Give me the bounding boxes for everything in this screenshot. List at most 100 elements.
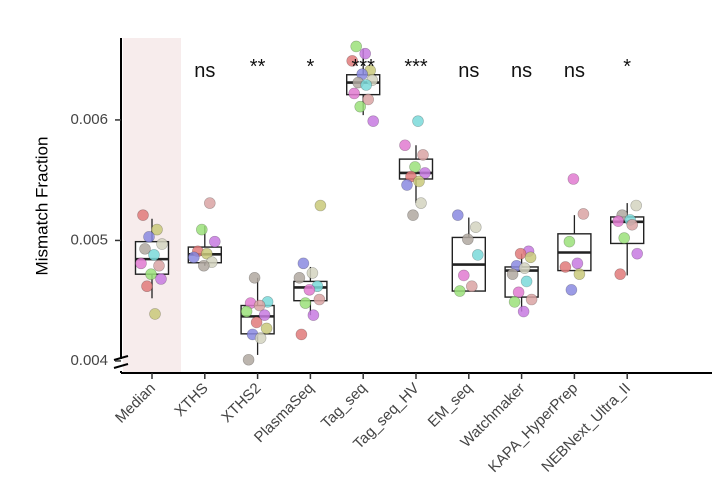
- data-point: [151, 223, 163, 236]
- data-point: [258, 309, 271, 321]
- data-point: [155, 273, 167, 285]
- data-point: [471, 249, 484, 261]
- data-point: [240, 305, 253, 318]
- data-point: [461, 233, 474, 246]
- data-point: [571, 257, 584, 270]
- data-point: [149, 308, 161, 320]
- data-point: [354, 100, 367, 113]
- significance-label: *: [623, 56, 631, 78]
- data-point: [567, 173, 580, 185]
- data-point: [518, 262, 531, 274]
- data-point: [359, 47, 372, 60]
- data-point: [612, 215, 625, 227]
- data-point: [314, 199, 327, 212]
- data-point: [626, 218, 639, 231]
- data-point: [614, 268, 627, 280]
- significance-label: **: [250, 56, 266, 78]
- y-tick-label: 0.004: [70, 352, 108, 369]
- data-point: [415, 197, 427, 209]
- y-tick-label: 0.006: [70, 111, 108, 128]
- data-point: [313, 293, 326, 306]
- significance-label: ns: [564, 60, 585, 82]
- data-point: [135, 257, 147, 270]
- data-point: [573, 268, 586, 280]
- data-point: [409, 161, 421, 173]
- data-point: [399, 139, 411, 152]
- data-point: [209, 235, 221, 248]
- y-tick-label: 0.005: [70, 231, 108, 248]
- data-point: [137, 209, 149, 221]
- data-point: [367, 115, 380, 127]
- data-point: [631, 247, 644, 260]
- significance-labels: ns ** * *** *** ns ns ns *: [194, 56, 631, 82]
- data-point: [618, 232, 631, 244]
- median-highlight-band: [123, 38, 181, 373]
- data-point: [401, 179, 413, 191]
- data-point: [469, 221, 482, 233]
- data-point: [196, 223, 208, 236]
- significance-label: ***: [352, 56, 376, 78]
- data-point: [465, 280, 478, 293]
- data-point: [457, 269, 470, 282]
- data-point: [419, 167, 431, 179]
- data-point: [577, 208, 590, 220]
- data-point: [453, 285, 466, 297]
- data-point: [242, 353, 255, 366]
- data-point: [417, 149, 429, 161]
- data-point: [362, 93, 375, 106]
- data-point: [307, 309, 320, 321]
- y-ticks: 0.004 0.005 0.006: [70, 111, 121, 369]
- data-point: [295, 328, 308, 341]
- data-point: [512, 286, 525, 299]
- data-point: [201, 247, 213, 260]
- data-point: [145, 268, 157, 280]
- points-layer: [135, 40, 644, 366]
- data-point: [153, 259, 165, 272]
- data-point: [188, 251, 200, 264]
- significance-label: ***: [404, 56, 428, 78]
- data-point: [260, 322, 273, 335]
- data-point: [306, 267, 319, 279]
- data-point: [303, 284, 316, 296]
- data-point: [139, 243, 151, 255]
- data-point: [299, 297, 312, 309]
- data-point: [348, 87, 361, 100]
- data-point: [520, 275, 533, 288]
- data-point: [350, 40, 363, 53]
- data-point: [248, 272, 261, 284]
- data-point: [630, 199, 643, 212]
- data-point: [198, 259, 210, 272]
- data-point: [508, 296, 521, 308]
- data-point: [148, 249, 160, 261]
- data-point: [559, 261, 572, 273]
- data-point: [407, 209, 419, 221]
- data-point: [253, 299, 266, 312]
- data-point: [254, 332, 267, 344]
- data-point: [506, 268, 519, 280]
- data-point: [565, 284, 578, 296]
- data-point: [451, 209, 464, 221]
- data-point: [346, 55, 359, 67]
- data-point: [525, 293, 538, 306]
- data-point: [250, 316, 263, 329]
- data-point: [517, 305, 530, 318]
- data-point: [156, 238, 168, 250]
- data-point: [143, 231, 155, 243]
- significance-label: ns: [458, 60, 479, 82]
- data-point: [293, 272, 306, 284]
- significance-label: ns: [511, 60, 532, 82]
- significance-label: *: [307, 56, 315, 78]
- data-point: [204, 197, 216, 209]
- data-point: [412, 115, 424, 127]
- data-point: [413, 175, 425, 188]
- data-point: [297, 257, 310, 270]
- data-point: [563, 235, 576, 248]
- data-point: [141, 280, 153, 293]
- y-axis-title: Mismatch Fraction: [32, 137, 51, 276]
- data-point: [360, 79, 373, 91]
- data-point: [524, 251, 537, 264]
- significance-label: ns: [194, 60, 215, 82]
- axis-break-icon: [113, 355, 129, 369]
- data-point: [514, 247, 527, 260]
